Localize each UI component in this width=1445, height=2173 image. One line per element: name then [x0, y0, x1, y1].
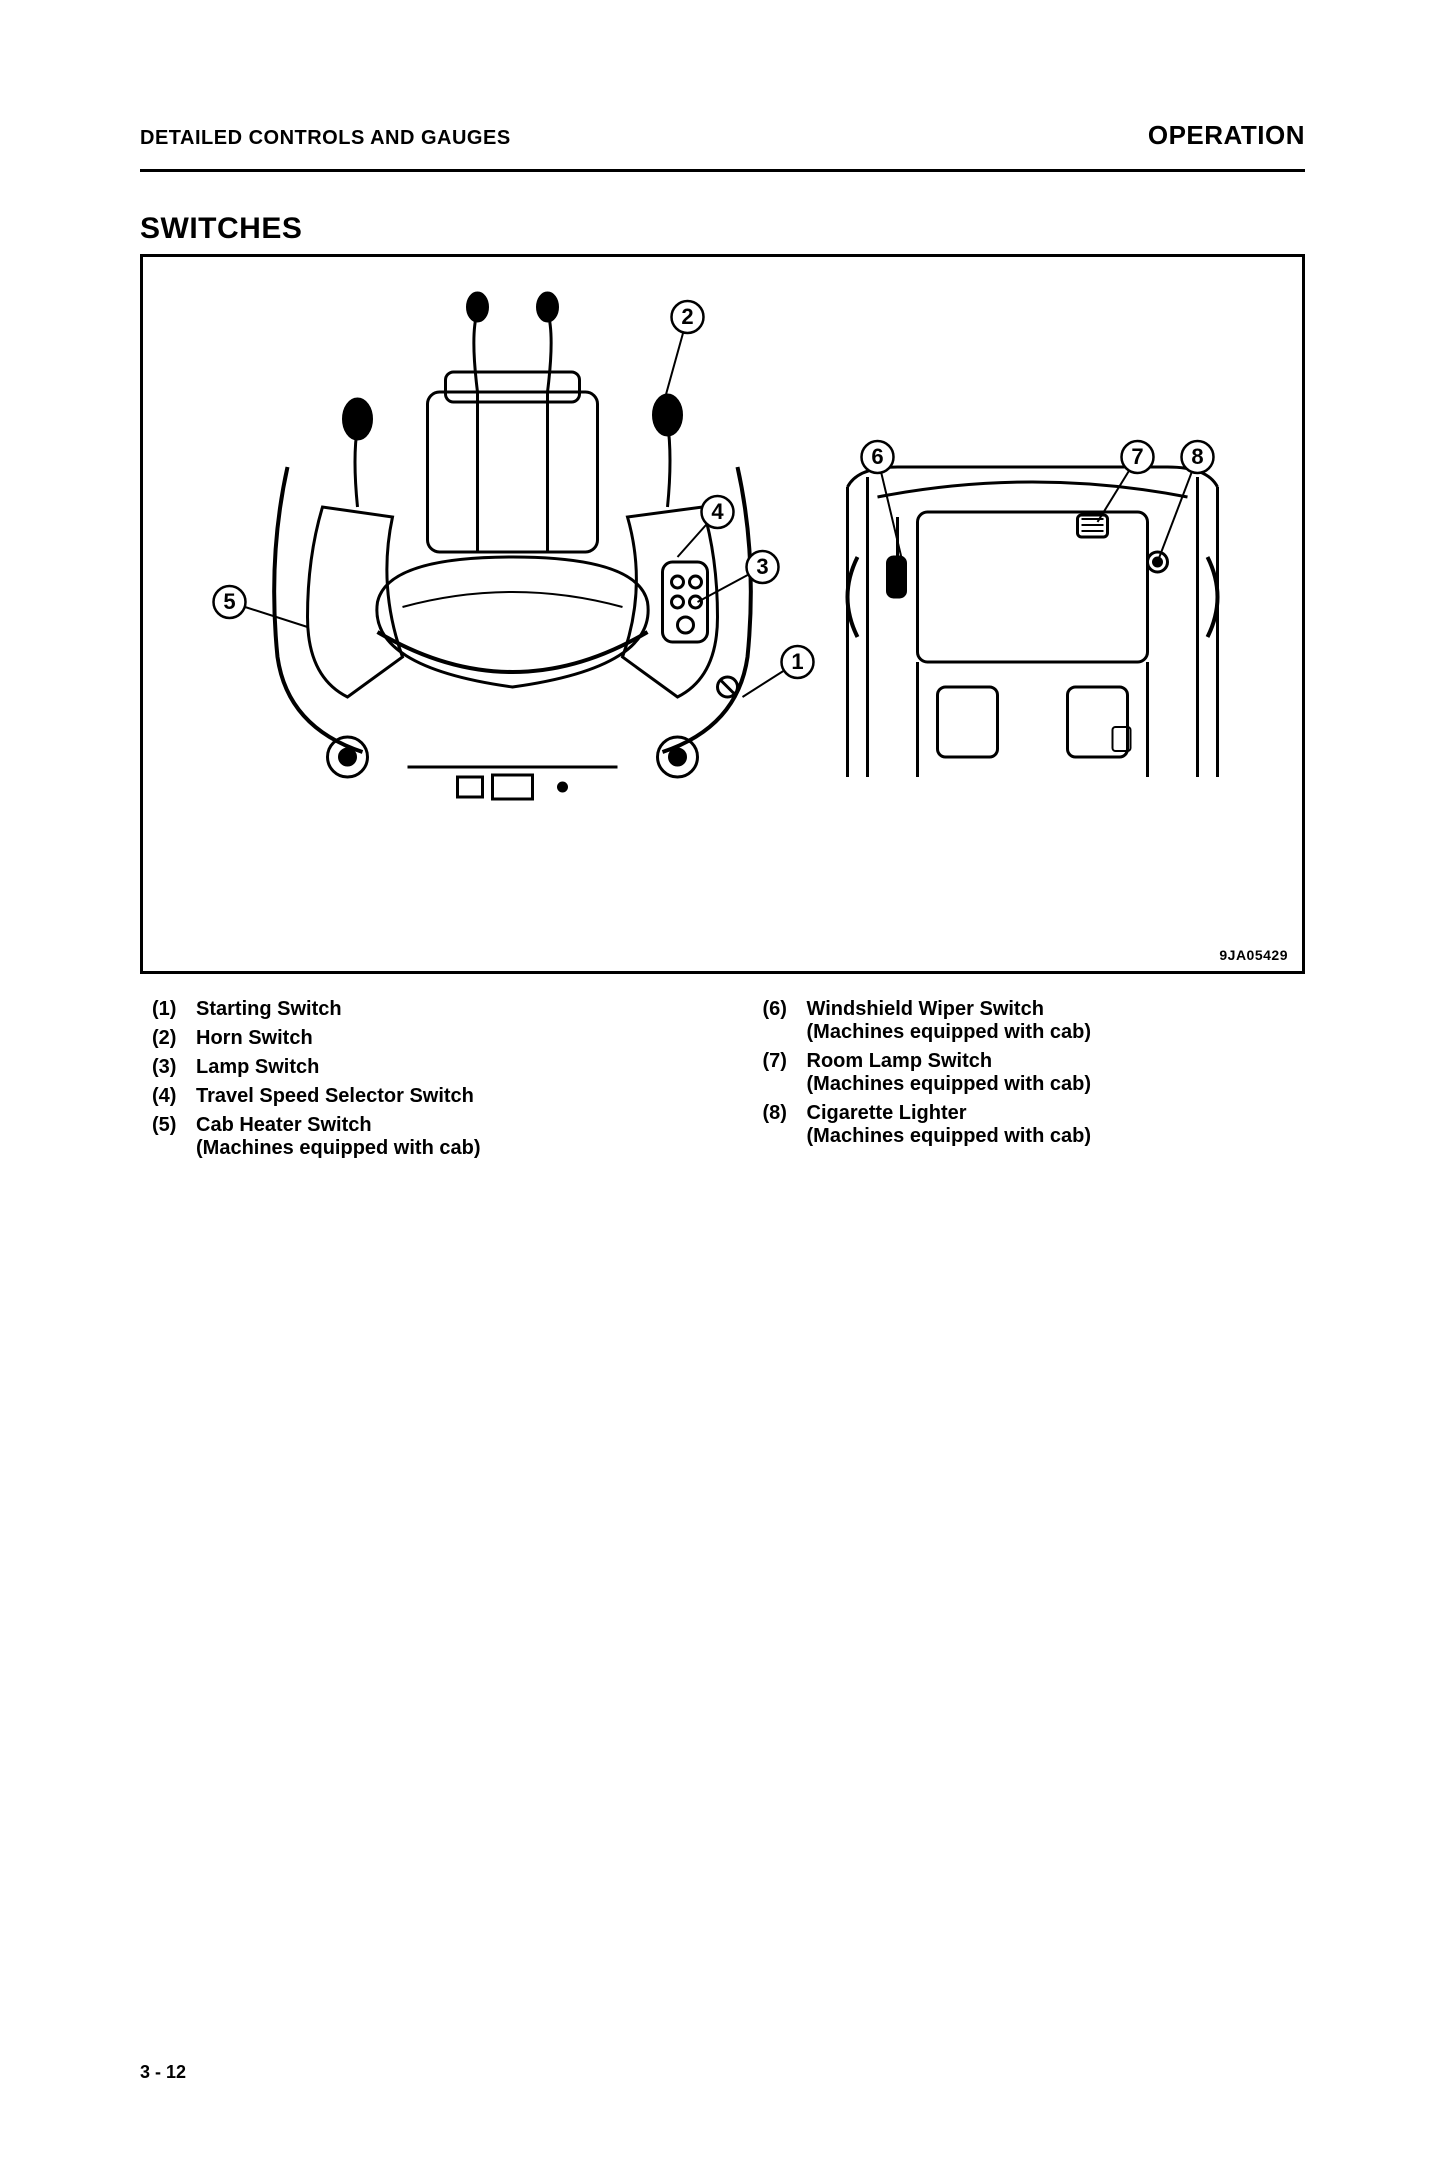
section-title: SWITCHES	[140, 212, 1305, 246]
legend-label: Horn Switch	[196, 1027, 683, 1050]
legend-item: (6)Windshield Wiper Switch(Machines equi…	[763, 998, 1294, 1044]
legend-left-column: (1)Starting Switch(2)Horn Switch(3)Lamp …	[152, 998, 683, 1166]
callout-number: 2	[681, 304, 693, 329]
header-left: DETAILED CONTROLS AND GAUGES	[140, 127, 511, 150]
legend-label: Travel Speed Selector Switch	[196, 1085, 683, 1108]
page: DETAILED CONTROLS AND GAUGES OPERATION S…	[0, 0, 1445, 2173]
page-number: 3 - 12	[140, 2062, 186, 2083]
callout-circles: 1 2 3 4 5 6 7 8	[214, 301, 1214, 678]
legend-number: (8)	[763, 1102, 807, 1125]
legend-item: (2)Horn Switch	[152, 1027, 683, 1050]
callout-number: 4	[711, 499, 724, 524]
callout-number: 6	[871, 444, 883, 469]
legend-sublabel: (Machines equipped with cab)	[807, 1073, 1294, 1096]
callout-number: 3	[756, 554, 768, 579]
header-right: OPERATION	[1148, 120, 1305, 151]
legend-sublabel: (Machines equipped with cab)	[807, 1021, 1294, 1044]
legend-item: (5)Cab Heater Switch(Machines equipped w…	[152, 1114, 683, 1160]
legend-sublabel: (Machines equipped with cab)	[807, 1125, 1294, 1148]
legend-item: (4)Travel Speed Selector Switch	[152, 1085, 683, 1108]
callout-number: 7	[1131, 444, 1143, 469]
legend-label: Room Lamp Switch(Machines equipped with …	[807, 1050, 1294, 1096]
legend-right-column: (6)Windshield Wiper Switch(Machines equi…	[763, 998, 1294, 1166]
figure-code: 9JA05429	[1219, 947, 1288, 963]
callout-number: 8	[1191, 444, 1203, 469]
legend-label: Starting Switch	[196, 998, 683, 1021]
legend-item: (7)Room Lamp Switch(Machines equipped wi…	[763, 1050, 1294, 1096]
legend-number: (4)	[152, 1085, 196, 1108]
header-rule	[140, 169, 1305, 172]
legend-number: (1)	[152, 998, 196, 1021]
page-header: DETAILED CONTROLS AND GAUGES OPERATION	[140, 120, 1305, 151]
legend-item: (8)Cigarette Lighter(Machines equipped w…	[763, 1102, 1294, 1148]
legend-item: (1)Starting Switch	[152, 998, 683, 1021]
legend-item: (3)Lamp Switch	[152, 1056, 683, 1079]
legend: (1)Starting Switch(2)Horn Switch(3)Lamp …	[140, 998, 1305, 1166]
legend-number: (7)	[763, 1050, 807, 1073]
legend-number: (6)	[763, 998, 807, 1021]
legend-number: (5)	[152, 1114, 196, 1137]
legend-number: (2)	[152, 1027, 196, 1050]
legend-label: Lamp Switch	[196, 1056, 683, 1079]
legend-label: Cigarette Lighter(Machines equipped with…	[807, 1102, 1294, 1148]
switches-diagram: 1 2 3 4 5 6 7 8	[143, 257, 1302, 971]
legend-number: (3)	[152, 1056, 196, 1079]
figure-box: 1 2 3 4 5 6 7 8 9JA05429	[140, 254, 1305, 974]
callout-number: 1	[791, 649, 803, 674]
legend-sublabel: (Machines equipped with cab)	[196, 1137, 683, 1160]
callout-number: 5	[223, 589, 235, 614]
legend-label: Cab Heater Switch(Machines equipped with…	[196, 1114, 683, 1160]
legend-label: Windshield Wiper Switch(Machines equippe…	[807, 998, 1294, 1044]
